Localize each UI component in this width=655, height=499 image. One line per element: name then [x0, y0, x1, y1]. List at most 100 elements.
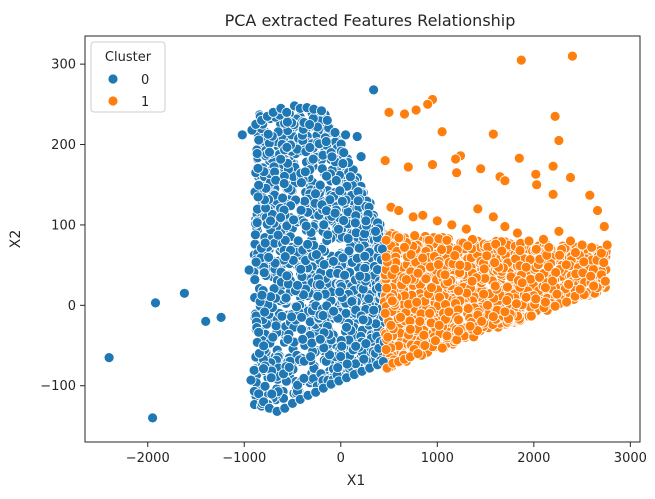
cluster-1-point	[530, 293, 542, 305]
cluster-0-point	[248, 364, 260, 376]
x-tick-label: 0	[337, 451, 345, 466]
cluster-0-point	[360, 338, 372, 350]
cluster-0-point	[357, 314, 369, 326]
y-tick-label: 100	[51, 218, 76, 233]
cluster-1-point	[407, 211, 419, 223]
cluster-0-point	[329, 207, 341, 219]
cluster-0-point	[292, 235, 304, 247]
cluster-0-point	[253, 179, 265, 191]
cluster-0-point	[296, 323, 308, 335]
cluster-1-point	[570, 247, 581, 258]
cluster-1-point	[451, 167, 463, 179]
cluster-1-point	[393, 232, 405, 244]
cluster-0-point	[358, 353, 370, 365]
cluster-0-point	[355, 151, 367, 163]
cluster-0-point	[336, 195, 348, 207]
cluster-1-point	[412, 348, 424, 360]
cluster-1-point	[596, 247, 607, 259]
cluster-1-point	[434, 291, 445, 303]
cluster-1-point	[419, 340, 431, 351]
cluster-0-point	[359, 250, 371, 262]
cluster-0-point	[330, 175, 342, 186]
cluster-0-point	[328, 305, 340, 317]
cluster-0-point	[259, 237, 271, 249]
cluster-0-point	[262, 128, 274, 140]
cluster-0-point	[275, 153, 287, 165]
cluster-0-point	[335, 351, 347, 362]
cluster-0-point	[281, 107, 293, 118]
cluster-0-point	[265, 215, 276, 227]
cluster-1-point	[418, 329, 430, 341]
cluster-0-point	[259, 306, 271, 318]
cluster-1-point	[429, 335, 441, 347]
cluster-0-point	[324, 194, 336, 206]
cluster-1-point	[410, 104, 422, 116]
cluster-1-point	[499, 175, 511, 187]
cluster-1-point	[436, 244, 448, 255]
legend-box	[90, 41, 166, 113]
cluster-1-point	[496, 245, 508, 257]
cluster-1-point	[531, 179, 543, 191]
cluster-0-point	[103, 352, 115, 364]
cluster-0-point	[316, 105, 327, 117]
cluster-0-point	[253, 134, 265, 146]
cluster-0-point	[252, 191, 264, 203]
cluster-1-point	[399, 108, 410, 120]
y-tick-label: 300	[51, 58, 76, 73]
cluster-0-point	[321, 170, 332, 182]
cluster-1-point	[439, 269, 451, 281]
cluster-0-point	[200, 315, 212, 327]
cluster-1-point	[520, 261, 532, 273]
cluster-1-point	[462, 240, 474, 252]
cluster-0-point	[276, 310, 288, 322]
cluster-1-point	[578, 256, 590, 268]
cluster-1-point	[464, 320, 476, 332]
cluster-1-point	[400, 274, 412, 286]
cluster-1-point	[530, 243, 542, 255]
cluster-1-point	[534, 271, 545, 283]
cluster-0-point	[334, 185, 346, 197]
plot-frame	[84, 35, 641, 443]
x-tick-label: 3000	[614, 451, 647, 466]
cluster-0-point	[337, 158, 349, 169]
cluster-1-point	[446, 219, 458, 231]
cluster-1-point	[540, 282, 551, 294]
cluster-0-point	[322, 229, 334, 241]
cluster-1-point	[543, 241, 555, 253]
points-layer	[103, 50, 613, 424]
cluster-1-point	[525, 310, 537, 322]
legend-label-0: 0	[141, 73, 149, 88]
cluster-1-point	[499, 221, 511, 232]
cluster-1-point	[453, 325, 464, 337]
cluster-0-point	[270, 320, 282, 332]
cluster-1-point	[487, 311, 499, 323]
cluster-0-point	[338, 215, 350, 226]
cluster-0-point	[307, 153, 319, 165]
cluster-0-point	[304, 142, 316, 153]
cluster-0-point	[317, 310, 329, 321]
cluster-0-point	[343, 245, 355, 257]
cluster-1-point	[588, 280, 600, 292]
cluster-0-point	[245, 374, 257, 386]
y-tick-label: 200	[51, 138, 76, 153]
cluster-0-point	[299, 195, 311, 207]
cluster-0-point	[264, 146, 275, 158]
cluster-1-point	[427, 159, 438, 171]
cluster-0-point	[314, 279, 326, 291]
cluster-1-point	[436, 342, 448, 354]
cluster-0-point	[281, 270, 293, 282]
cluster-0-point	[305, 351, 317, 363]
cluster-0-point	[292, 379, 304, 391]
cluster-0-point	[178, 287, 190, 299]
cluster-0-point	[236, 129, 248, 141]
cluster-0-point	[277, 192, 289, 204]
cluster-1-point	[481, 250, 493, 262]
cluster-1-point	[516, 277, 528, 289]
cluster-1-point	[547, 275, 558, 287]
cluster-1-point	[382, 331, 394, 343]
cluster-1-point	[547, 188, 559, 200]
cluster-0-point	[251, 217, 263, 229]
cluster-0-point	[281, 116, 293, 128]
cluster-0-point	[341, 358, 353, 370]
